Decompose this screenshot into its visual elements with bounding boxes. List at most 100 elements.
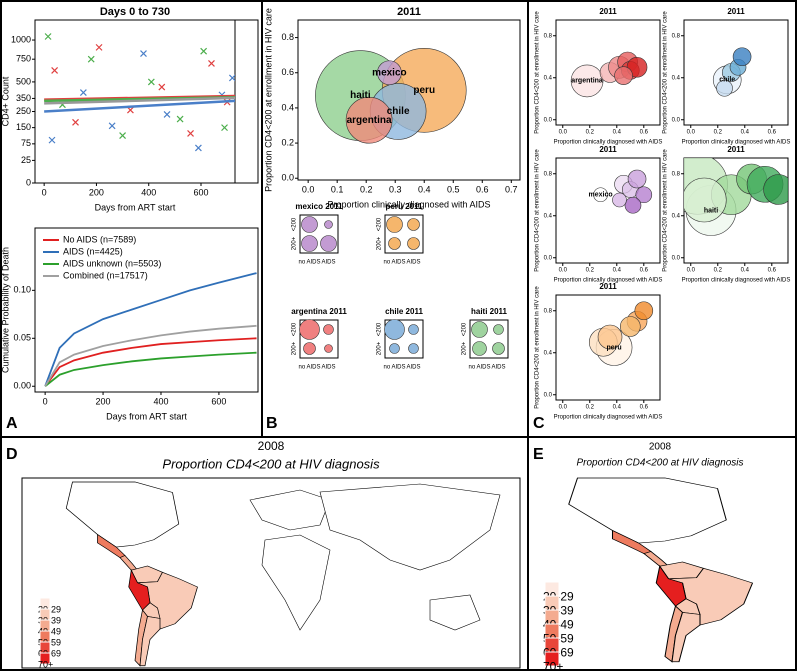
y-tick-label: 250 xyxy=(16,106,31,116)
y-tick-label: 0.0 xyxy=(672,117,681,123)
column-label: AIDS xyxy=(321,365,335,371)
bubble xyxy=(684,177,727,223)
bubble xyxy=(763,174,788,205)
y-axis-label: Proportion CD4<200 at enrollment in HIV … xyxy=(534,11,540,134)
plot-frame xyxy=(555,294,661,401)
bubble xyxy=(493,324,504,335)
trend-line xyxy=(44,99,235,113)
legend-label: No AIDS (n=7589) xyxy=(63,234,136,244)
line xyxy=(44,324,257,387)
x-tick-label: 0.2 xyxy=(714,268,723,274)
x-tick-label: 0.6 xyxy=(640,405,649,411)
legend-label: AIDS (n=4425) xyxy=(63,246,123,256)
bubble xyxy=(634,301,654,321)
bubble xyxy=(408,343,419,354)
chart-title: peru 2011 xyxy=(386,202,423,211)
y-tick-label: 0.4 xyxy=(544,213,553,219)
plot-frame xyxy=(34,227,259,393)
bubble xyxy=(492,342,505,355)
bubble xyxy=(619,316,641,337)
x-tick-label: 0.2 xyxy=(360,184,373,194)
y-tick-label: 25 xyxy=(21,155,31,165)
row-label: 200+ xyxy=(292,236,298,250)
map-frame xyxy=(21,477,521,669)
x-tick-label: 0.4 xyxy=(741,130,750,136)
bubble-label: chile xyxy=(719,77,735,84)
point xyxy=(51,67,59,74)
bubble-label: peru xyxy=(606,344,621,351)
map-title: 2008 xyxy=(258,439,285,453)
x-tick-label: 0.6 xyxy=(476,184,489,194)
x-tick-label: 600 xyxy=(211,396,226,406)
chart-title: 2011 xyxy=(599,145,617,154)
point xyxy=(87,55,95,63)
x-tick-label: 0.4 xyxy=(613,130,622,136)
x-tick-label: 0 xyxy=(43,396,48,406)
y-tick-label: 0.00 xyxy=(13,381,31,391)
x-axis-label: Proportion clinically diagnosed with AID… xyxy=(554,414,663,420)
panel-letter: E xyxy=(533,446,544,463)
x-tick-label: 0.7 xyxy=(505,184,518,194)
plot-area xyxy=(315,48,467,144)
bubble-label: chile xyxy=(387,106,410,117)
x-tick-label: 0.0 xyxy=(559,405,568,411)
x-axis-label: Proportion clinically diagnosed with AID… xyxy=(327,200,490,210)
point xyxy=(127,106,134,114)
legend-swatch xyxy=(544,651,560,667)
chart-title: chile 2011 xyxy=(385,307,423,316)
grid-frame xyxy=(299,214,339,254)
bubble-label: haiti xyxy=(704,207,718,214)
y-tick-label: 0.4 xyxy=(544,350,553,356)
bubble xyxy=(301,216,318,233)
point xyxy=(72,118,79,126)
point xyxy=(79,89,87,97)
y-tick-label: 350 xyxy=(16,93,31,103)
bubble-label: mexico xyxy=(589,192,613,199)
plot-area xyxy=(570,51,648,98)
bubble xyxy=(407,237,420,250)
x-tick-label: 200 xyxy=(89,187,104,197)
bubble xyxy=(320,235,337,252)
row-label: 200+ xyxy=(377,236,383,250)
panel-letter: B xyxy=(266,415,278,432)
row-label: <200 xyxy=(292,322,298,336)
legend-label: Combined (n=17517) xyxy=(63,270,148,280)
x-tick-label: 0.4 xyxy=(613,268,622,274)
grid-frame xyxy=(384,319,424,359)
x-axis-label: Proportion clinically diagnosed with AID… xyxy=(682,139,791,145)
y-tick-label: 0.4 xyxy=(281,102,294,112)
chart-title: 2011 xyxy=(727,7,745,16)
map-legend: 20-2930-3940-4950-5960-6970+ xyxy=(543,581,574,671)
y-tick-label: 0.05 xyxy=(13,333,31,343)
x-tick-label: 0.0 xyxy=(559,130,568,136)
column-label: no AIDS xyxy=(298,260,320,266)
y-tick-label: 0.0 xyxy=(672,255,681,261)
point xyxy=(208,59,215,67)
legend-label: 70+ xyxy=(38,659,53,669)
bubble xyxy=(301,235,318,252)
x-tick-label: 0.2 xyxy=(714,130,723,136)
row-label: 200+ xyxy=(377,341,383,355)
x-tick-label: 0.6 xyxy=(640,130,649,136)
x-tick-label: 0.3 xyxy=(389,184,402,194)
bubble xyxy=(377,60,402,86)
point xyxy=(200,47,208,55)
row-label: <200 xyxy=(462,322,468,336)
bubble xyxy=(624,196,642,214)
y-tick-label: 0.4 xyxy=(672,213,681,219)
bubble xyxy=(593,187,608,203)
map-world xyxy=(249,483,501,631)
bubble xyxy=(388,237,401,250)
bubble xyxy=(324,344,333,353)
line xyxy=(44,351,257,387)
plot-frame xyxy=(555,157,661,264)
bubble xyxy=(384,319,405,340)
bubble xyxy=(345,96,393,144)
y-axis-label: Proportion CD4<200 at enrollment in HIV … xyxy=(534,149,540,272)
chart-title: haiti 2011 xyxy=(471,307,508,316)
x-tick-label: 0.6 xyxy=(640,268,649,274)
x-tick-label: 0.2 xyxy=(586,268,595,274)
map-legend: 20-2930-3940-4950-5960-6970+ xyxy=(38,597,61,669)
y-tick-label: 0.0 xyxy=(544,117,553,123)
